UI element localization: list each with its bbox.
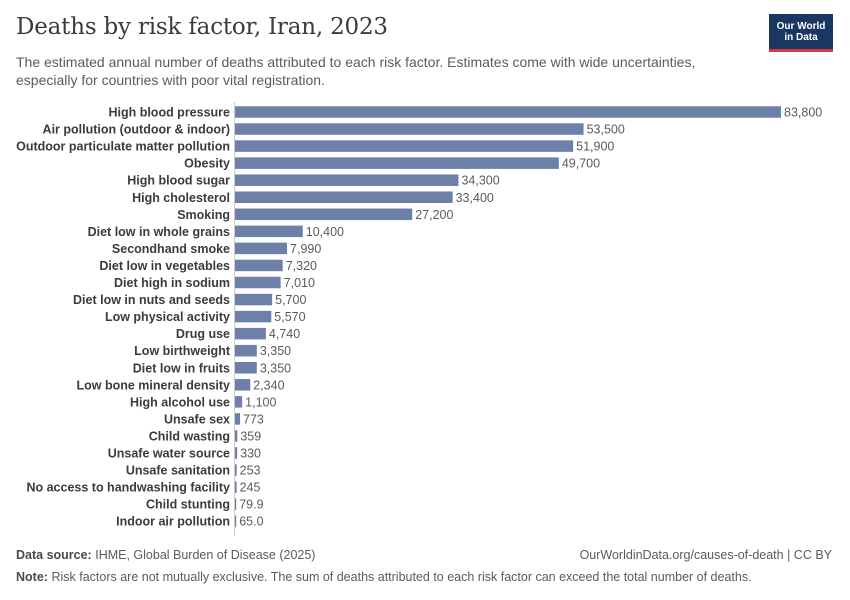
data-source-label: Data source: [16,548,92,562]
category-label: Diet low in fruits [133,361,230,375]
category-label: Air pollution (outdoor & indoor) [43,123,230,137]
value-label: 359 [240,429,261,443]
value-label: 7,320 [286,259,317,273]
category-label: Outdoor particulate matter pollution [16,140,230,154]
value-label: 65.0 [239,515,263,529]
value-label: 4,740 [269,327,300,341]
note-text: Risk factors are not mutually exclusive.… [51,570,752,584]
category-label: Low physical activity [105,310,230,324]
bar[interactable] [235,362,257,374]
bar[interactable] [235,259,283,272]
note: Note: Risk factors are not mutually excl… [16,570,752,584]
bar[interactable] [235,327,266,340]
bar[interactable] [235,464,237,476]
category-label: High blood pressure [108,106,230,120]
credit-link[interactable]: OurWorldinData.org/causes-of-death | CC … [579,548,832,562]
bar[interactable] [235,430,238,442]
category-label: Child wasting [149,429,230,443]
logo-line-2: in Data [784,32,818,43]
bar[interactable] [235,276,281,289]
chart-title: Deaths by risk factor, Iran, 2023 [16,14,388,40]
bar[interactable] [235,106,781,118]
category-label: Unsafe sanitation [126,464,230,478]
value-label: 5,700 [275,293,306,307]
bar[interactable] [235,191,453,204]
logo-line-1: Our World [776,21,826,32]
value-label: 253 [240,464,261,478]
value-label: 34,300 [461,174,499,188]
category-label: Low birthweight [134,344,231,358]
value-label: 245 [240,481,261,495]
bar[interactable] [235,174,459,186]
category-label: Unsafe water source [108,447,230,461]
bar[interactable] [235,379,251,391]
bar[interactable] [235,344,257,357]
bar[interactable] [235,447,238,459]
value-label: 5,570 [274,310,305,324]
value-label: 83,800 [784,106,822,120]
bar[interactable] [235,225,303,238]
category-label: Indoor air pollution [116,515,230,529]
value-label: 7,010 [284,276,315,290]
bar[interactable] [235,157,559,169]
category-label: Secondhand smoke [112,242,230,256]
category-label: Diet high in sodium [114,276,230,290]
value-label: 3,350 [260,344,291,358]
category-label: Low bone mineral density [77,378,231,392]
category-label: Child stunting [146,498,230,512]
category-label: High alcohol use [130,395,230,409]
value-label: 27,200 [415,208,453,222]
data-source-link[interactable]: IHME, Global Burden of Disease (2025) [95,548,316,562]
chart-subtitle: The estimated annual number of deaths at… [16,54,696,88]
category-label: Diet low in nuts and seeds [73,293,230,307]
bar[interactable] [235,413,241,425]
value-label: 330 [240,447,261,461]
value-label: 53,500 [587,123,625,137]
value-label: 79.9 [239,498,263,512]
bar[interactable] [235,481,237,493]
value-label: 51,900 [576,140,614,154]
category-label: Diet low in vegetables [99,259,230,273]
value-label: 2,340 [253,378,284,392]
bar-chart: High blood pressure 83,800 Air pollution (… [16,102,822,536]
value-label: 773 [243,412,264,426]
bar[interactable] [235,123,584,135]
value-label: 1,100 [245,395,276,409]
category-label: Drug use [176,327,230,341]
bar[interactable] [235,515,237,527]
bar[interactable] [235,208,413,221]
data-source: Data source: IHME, Global Burden of Dise… [16,548,315,562]
bar[interactable] [235,293,273,306]
value-label: 49,700 [562,157,600,171]
bar[interactable] [235,498,237,510]
bar[interactable] [235,242,288,255]
category-label: Smoking [177,208,230,222]
value-label: 33,400 [456,191,494,205]
value-label: 10,400 [306,225,344,239]
owid-logo[interactable]: Our World in Data [769,14,833,52]
value-label: 3,350 [260,361,291,375]
category-label: Unsafe sex [164,412,230,426]
bar[interactable] [235,310,272,323]
bar[interactable] [235,140,574,152]
category-label: High cholesterol [132,191,230,205]
note-label: Note: [16,570,48,584]
bar[interactable] [235,396,243,408]
category-label: Diet low in whole grains [88,225,230,239]
category-label: Obesity [184,157,230,171]
category-label: High blood sugar [127,174,230,188]
category-label: No access to handwashing facility [26,481,230,495]
value-label: 7,990 [290,242,321,256]
